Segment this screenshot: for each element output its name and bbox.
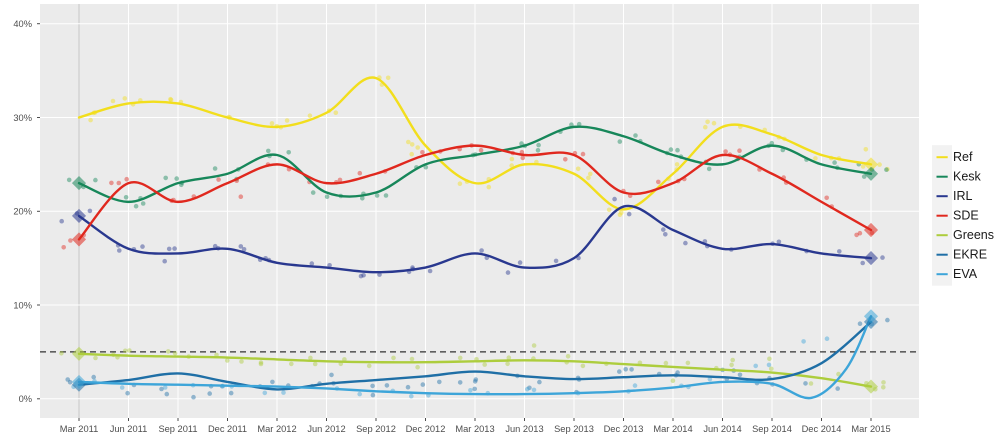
svg-text:EVA: EVA xyxy=(953,267,978,281)
svg-text:Jun 2014: Jun 2014 xyxy=(703,424,741,434)
svg-text:Sep 2014: Sep 2014 xyxy=(752,424,792,434)
svg-text:Mar 2012: Mar 2012 xyxy=(257,424,296,434)
svg-text:0%: 0% xyxy=(19,394,32,404)
svg-text:SDE: SDE xyxy=(953,209,979,223)
svg-text:IRL: IRL xyxy=(953,189,973,203)
svg-text:Mar 2014: Mar 2014 xyxy=(653,424,692,434)
svg-text:Dec 2012: Dec 2012 xyxy=(406,424,446,434)
svg-text:Sep 2012: Sep 2012 xyxy=(356,424,396,434)
svg-text:10%: 10% xyxy=(13,300,32,310)
svg-text:30%: 30% xyxy=(13,113,32,123)
svg-text:Dec 2011: Dec 2011 xyxy=(208,424,247,434)
svg-text:Sep 2013: Sep 2013 xyxy=(554,424,594,434)
svg-text:Greens: Greens xyxy=(953,228,994,242)
svg-text:40%: 40% xyxy=(13,19,32,29)
svg-text:Mar 2015: Mar 2015 xyxy=(851,424,890,434)
svg-text:Jun 2012: Jun 2012 xyxy=(307,424,345,434)
svg-text:Jun 2011: Jun 2011 xyxy=(110,424,148,434)
svg-text:Mar 2013: Mar 2013 xyxy=(455,424,494,434)
svg-text:EKRE: EKRE xyxy=(953,248,987,262)
svg-text:20%: 20% xyxy=(13,207,32,217)
svg-text:Kesk: Kesk xyxy=(953,170,982,184)
svg-text:Dec 2013: Dec 2013 xyxy=(604,424,644,434)
svg-text:Mar 2011: Mar 2011 xyxy=(60,424,99,434)
svg-text:Jun 2013: Jun 2013 xyxy=(505,424,543,434)
svg-text:Ref: Ref xyxy=(953,150,973,164)
svg-text:Sep 2011: Sep 2011 xyxy=(158,424,197,434)
svg-text:Dec 2014: Dec 2014 xyxy=(802,424,842,434)
